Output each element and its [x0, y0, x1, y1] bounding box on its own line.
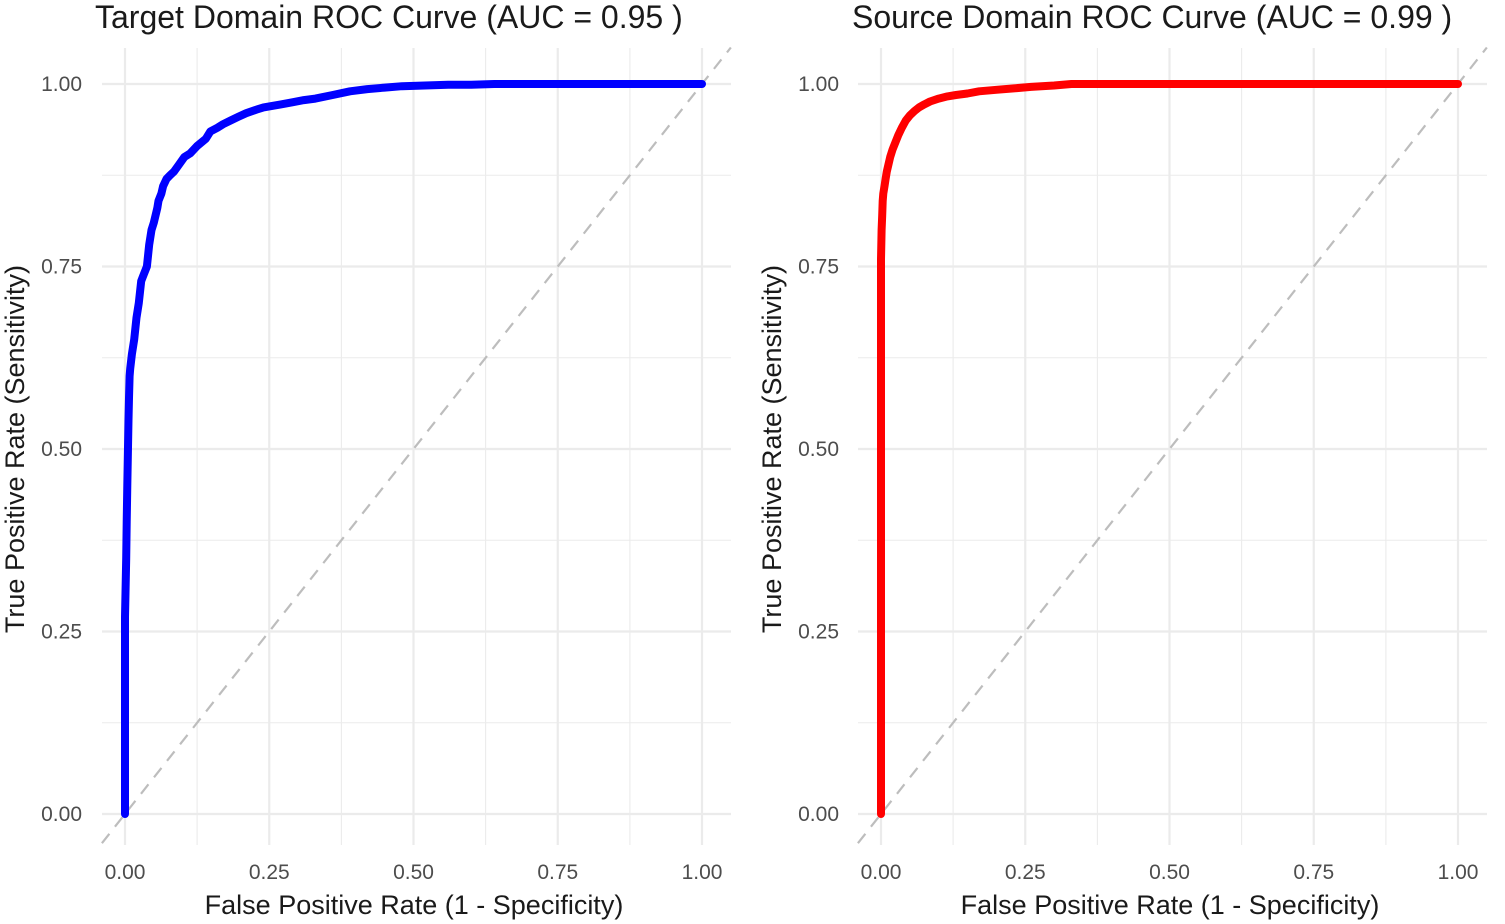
- x-tick-label: 0.75: [1293, 861, 1334, 884]
- y-tick-label: 0.50: [798, 438, 839, 461]
- y-tick-label: 1.00: [798, 73, 839, 96]
- x-tick-label: 1.00: [1438, 861, 1479, 884]
- chart-title: Source Domain ROC Curve (AUC = 0.99 ): [852, 0, 1452, 35]
- chart-title: Target Domain ROC Curve (AUC = 0.95 ): [95, 0, 683, 35]
- x-tick-label: 0.50: [1149, 861, 1190, 884]
- chance-diagonal-line: [857, 46, 1488, 844]
- roc-curve-line: [121, 80, 706, 818]
- x-tick-label: 0.50: [393, 861, 434, 884]
- roc-curve-line: [877, 80, 1462, 818]
- x-tick-label: 0.25: [1005, 861, 1046, 884]
- y-tick-label: 1.00: [41, 73, 82, 96]
- y-tick-label: 0.25: [41, 621, 82, 644]
- y-axis-label: True Positive Rate (Sensitivity): [757, 265, 787, 633]
- x-tick-label: 0.75: [537, 861, 578, 884]
- chart-panel-2: 0.00 0.25 0.50 0.75 1.00 0.00 0.25 0.50 0.75 1.00…: [757, 0, 1488, 920]
- x-axis-label: False Positive Rate (1 - Specificity): [961, 890, 1380, 920]
- y-tick-label: 0.25: [798, 621, 839, 644]
- chart-panel-1: 0.00 0.25 0.50 0.75 1.00 0.00 0.25 0.50 0.75 1.00…: [0, 0, 732, 920]
- y-axis-label: True Positive Rate (Sensitivity): [0, 265, 30, 633]
- x-tick-label: 0.25: [249, 861, 290, 884]
- x-tick-label: 0.00: [105, 861, 146, 884]
- y-tick-label: 0.00: [41, 803, 82, 826]
- x-axis-label: False Positive Rate (1 - Specificity): [205, 890, 624, 920]
- y-tick-label: 0.50: [41, 438, 82, 461]
- x-tick-label: 1.00: [682, 861, 723, 884]
- y-tick-label: 0.75: [798, 256, 839, 279]
- chance-diagonal-line: [101, 46, 732, 844]
- y-tick-label: 0.75: [41, 256, 82, 279]
- y-tick-label: 0.00: [798, 803, 839, 826]
- x-tick-label: 0.00: [861, 861, 902, 884]
